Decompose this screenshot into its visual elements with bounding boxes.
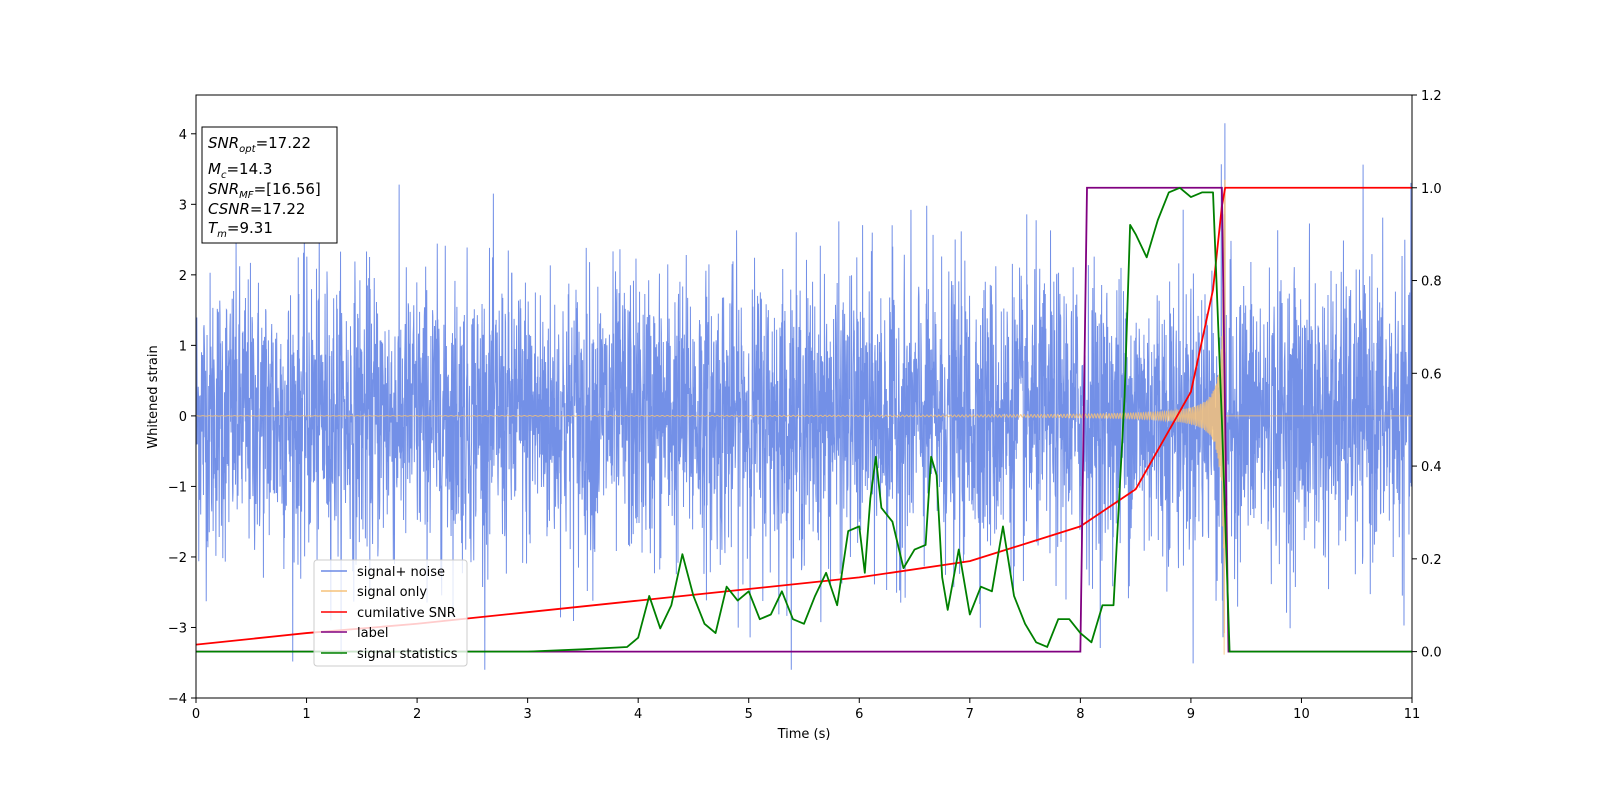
- y-left-tick-label: 0: [179, 410, 187, 425]
- legend-label-stats: signal statistics: [357, 647, 458, 662]
- info-mc: Mc=14.3: [208, 160, 272, 181]
- info-box-frame: [201, 126, 338, 244]
- x-tick-label: 3: [523, 707, 531, 722]
- y-axis-left-label: Whitened strain: [146, 345, 161, 448]
- info-tm: Tm=9.31: [208, 219, 273, 240]
- legend-label-noise: signal+ noise: [357, 565, 445, 580]
- x-tick-label: 1: [302, 707, 310, 722]
- info-box: SNRopt=17.22 Mc=14.3 SNRMF=[16.56] CSNR=…: [201, 126, 338, 244]
- x-axis-ticks: 0 1 2 3 4 5 6 7 8 9 10 11: [192, 698, 1420, 722]
- series-line-signal-only: [196, 179, 1412, 655]
- x-tick-label: 7: [966, 707, 974, 722]
- y-right-tick-label: 0.4: [1421, 460, 1442, 475]
- series-line-signal-noise: [196, 123, 1412, 670]
- legend-label-signal: signal only: [357, 585, 427, 600]
- legend-label-csnr: cumilative SNR: [357, 606, 456, 621]
- x-tick-label: 10: [1293, 707, 1310, 722]
- x-axis-label: Time (s): [777, 727, 831, 742]
- x-tick-label: 2: [413, 707, 421, 722]
- legend: signal+ noise signal only cumilative SNR…: [313, 559, 468, 667]
- y-right-tick-label: 0.2: [1421, 553, 1442, 568]
- x-tick-label: 0: [192, 707, 200, 722]
- x-tick-label: 4: [634, 707, 642, 722]
- info-snr-opt: SNRopt=17.22: [208, 134, 311, 155]
- y-left-tick-label: 2: [179, 269, 187, 284]
- x-tick-label: 6: [855, 707, 863, 722]
- x-tick-label: 9: [1187, 707, 1195, 722]
- y-left-tick-label: −3: [168, 621, 187, 636]
- x-tick-label: 11: [1404, 707, 1421, 722]
- y-right-tick-label: 0.0: [1421, 646, 1442, 661]
- x-tick-label: 5: [745, 707, 753, 722]
- plot-frame: [195, 94, 1413, 699]
- y-left-tick-label: 3: [179, 198, 187, 213]
- y-axis-left-ticks: −4 −3 −2 −1 0 1 2 3 4: [168, 128, 196, 707]
- y-left-tick-label: −2: [168, 551, 187, 566]
- legend-label-label: label: [357, 626, 388, 641]
- y-axis-right-ticks: 0.0 0.2 0.4 0.6 0.8 1.0 1.2: [1412, 89, 1442, 661]
- y-left-tick-label: 1: [179, 339, 187, 354]
- y-left-tick-label: 4: [179, 128, 187, 143]
- series-line-signal-statistics: [196, 186, 1412, 653]
- y-left-tick-label: −4: [168, 692, 187, 707]
- x-tick-label: 8: [1076, 707, 1084, 722]
- y-right-tick-label: 0.6: [1421, 367, 1442, 382]
- legend-frame: [313, 559, 468, 667]
- y-right-tick-label: 0.8: [1421, 275, 1442, 290]
- y-left-tick-label: −1: [168, 480, 187, 495]
- y-right-tick-label: 1.0: [1421, 182, 1442, 197]
- info-csnr: CSNR=17.22: [208, 200, 305, 218]
- info-snr-mf: SNRMF=[16.56]: [208, 180, 321, 201]
- y-right-tick-label: 1.2: [1421, 89, 1442, 104]
